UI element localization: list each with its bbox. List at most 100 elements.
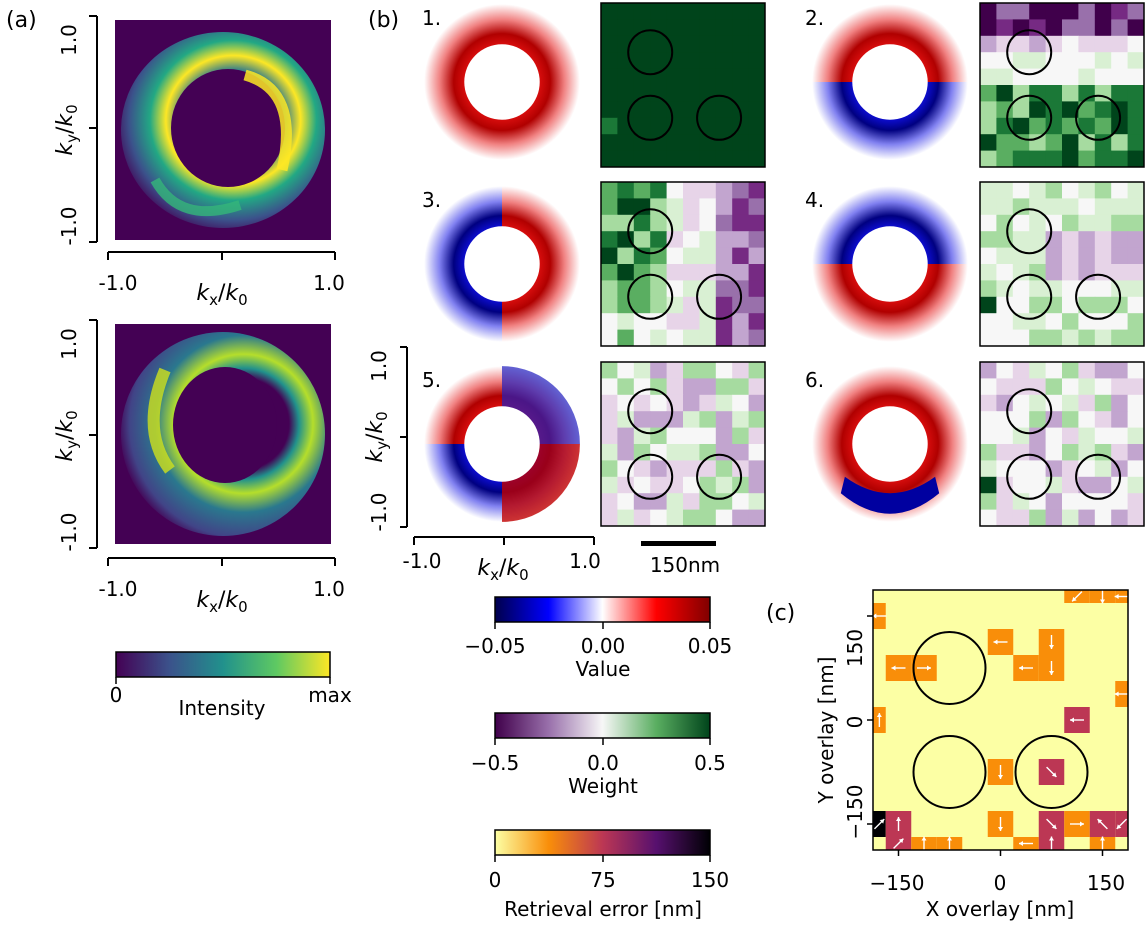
weight-cell [980,378,997,396]
weight-cell [1012,444,1030,461]
weight-cell [633,247,651,265]
weight-cell [715,117,733,135]
weight-cell [1012,476,1030,494]
weight-cell [1078,411,1096,429]
weight-cell [1127,35,1145,53]
weight-cell [1062,3,1079,20]
weight-cell [980,52,997,70]
weights-grid-2 [979,2,1145,168]
weight-cell [980,150,997,168]
weight-cell [1045,362,1063,379]
weight-cell [715,280,733,298]
component-number: 5. [422,368,441,392]
x-tick-left: -1.0 [98,271,137,295]
weight-cell [1062,85,1079,102]
x-tick-right: 1.0 [313,271,345,295]
weight-cell [1111,509,1129,527]
weight-cell [1111,329,1129,347]
hole-circle [1006,29,1053,76]
weight-cell [601,378,618,396]
weight-cell [732,52,750,70]
weight-cell [1127,247,1145,265]
weight-cell [1029,378,1047,396]
weight-cell [1127,3,1145,20]
weight-cell [1062,68,1079,86]
shift-arrow-head [1049,836,1054,841]
weight-cell [748,214,766,232]
weight-cell [650,150,668,168]
weight-cell [1029,101,1047,119]
weight-cell [1127,411,1145,429]
weight-cell [683,444,700,461]
shift-arrow-head [1116,824,1122,829]
weight-cell [1012,198,1030,216]
weight-cell [732,85,750,102]
weight-cell [1029,313,1047,331]
weight-cell [1127,509,1145,527]
weight-cell [980,427,997,445]
weight-cell [650,19,668,37]
weight-cell [1111,3,1129,20]
weight-cell [683,296,700,314]
weight-cell [1012,427,1030,445]
weight-cell [650,35,668,53]
panel-label-a: (a) [6,8,37,33]
y-tick-bottom: -1.0 [367,492,391,531]
hole-circle [1006,94,1053,141]
weight-cell [666,134,684,152]
x-tick-left: -1.0 [98,577,137,601]
weight-cell [1078,476,1096,494]
weight-cell [683,247,700,265]
weight-cell [601,247,618,265]
weight-cell [980,313,997,331]
weight-cell [633,427,651,445]
weights-grid-3 [600,181,766,347]
weight-cell [1062,101,1079,119]
weight-cell [1012,264,1030,281]
weight-cell [617,329,635,347]
weight-cell [732,231,750,249]
weight-cell [633,411,651,429]
weight-cell [617,296,635,314]
weight-cell [699,231,717,249]
weight-cell [1062,52,1079,70]
weight-cell [1078,378,1096,396]
weight-cell [617,198,635,216]
x-tick: 0 [994,871,1007,895]
weight-cell [601,280,618,298]
weight-cell [748,280,766,298]
weight-cell [996,411,1014,429]
weight-cell [1111,493,1129,511]
value-colorbar: −0.05 0.00 0.05 Value [464,596,732,681]
hole-circle [627,208,674,255]
weight-cell [996,134,1014,152]
weight-cell [980,117,997,135]
weight-cell [1062,394,1079,412]
weight-cell [666,296,684,314]
weight-cell [617,280,635,298]
weight-cell [617,101,635,119]
weight-cell [1078,427,1096,445]
weight-cell [666,280,684,298]
weight-cell [1012,3,1030,20]
weight-cell [715,296,733,314]
weight-cell [1078,19,1096,37]
weight-cell [1062,493,1079,511]
intensity-plot-1 [115,20,331,240]
weight-cell [699,329,717,347]
weight-cell [666,68,684,86]
weight-cell [650,460,668,478]
grid-frame [979,2,1145,168]
weight-cell [1078,329,1096,347]
shift-arrow-head [1019,665,1023,671]
weight-cell [715,247,733,265]
weight-cell [601,231,618,249]
weight-cell [683,264,700,281]
component-number: 1. [422,6,441,30]
weight-cell [617,313,635,331]
weight-cell [617,509,635,527]
weight-cell [996,493,1014,511]
weight-cell [732,150,750,168]
weight-cell [748,394,766,412]
component-2-pattern [812,4,968,160]
